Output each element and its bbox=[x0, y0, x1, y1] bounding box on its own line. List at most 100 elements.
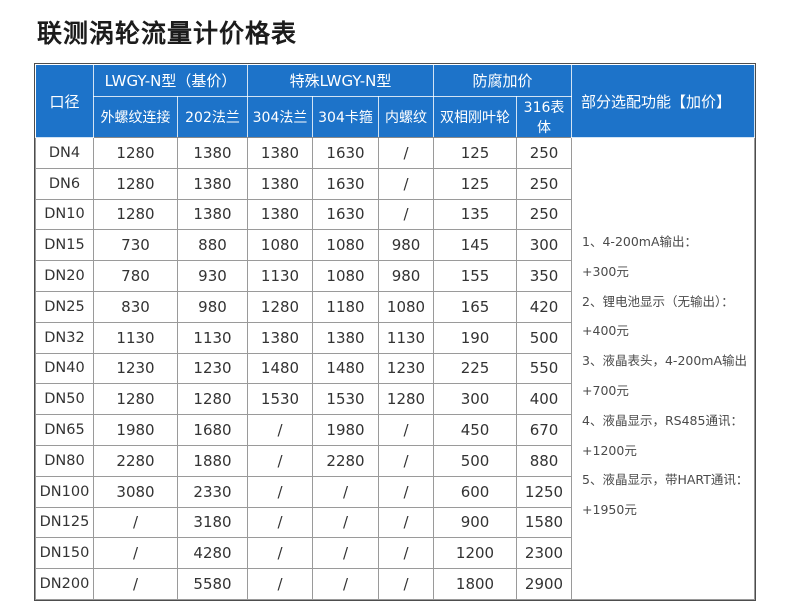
price-cell: / bbox=[247, 568, 313, 600]
table-row: DN20 780 930 1130 1080 980 155 350 bbox=[35, 260, 755, 292]
price-cell: 300 bbox=[516, 229, 573, 262]
col-header-202-flange: 202法兰 bbox=[177, 96, 248, 138]
price-cell: / bbox=[247, 444, 313, 477]
row-diameter: DN6 bbox=[35, 167, 94, 200]
price-cell: / bbox=[377, 414, 435, 446]
price-cell: / bbox=[377, 537, 435, 570]
col-header-options: 部分选配功能【加价】 bbox=[571, 64, 756, 138]
price-cell: 125 bbox=[433, 137, 518, 169]
page-title: 联测涡轮流量计价格表 bbox=[37, 19, 298, 48]
col-header-duplex-rotor: 双相刚叶轮 bbox=[433, 96, 518, 138]
note-line: 4、液晶显示，RS485通讯： bbox=[582, 412, 743, 428]
price-cell: 1200 bbox=[433, 537, 518, 570]
row-diameter: DN200 bbox=[35, 568, 94, 600]
price-cell: 500 bbox=[433, 444, 518, 477]
price-cell: / bbox=[247, 414, 313, 446]
table-row: DN200 / 5580 / / / 1800 2900 bbox=[35, 568, 755, 600]
col-group-anticorrosion: 防腐加价 bbox=[433, 64, 573, 97]
price-cell: 250 bbox=[516, 167, 573, 200]
note-line: +1200元 bbox=[582, 442, 637, 458]
note-line: 1、4-200mA输出： bbox=[582, 234, 698, 249]
price-cell: / bbox=[377, 198, 435, 231]
note-line: +700元 bbox=[582, 382, 629, 398]
row-diameter: DN10 bbox=[35, 198, 94, 231]
price-cell: 1380 bbox=[177, 167, 248, 200]
price-cell: 1130 bbox=[247, 260, 313, 292]
price-cell: / bbox=[312, 537, 379, 570]
price-cell: 1680 bbox=[177, 414, 248, 446]
price-cell: 135 bbox=[433, 198, 518, 231]
price-cell: 1630 bbox=[312, 137, 379, 169]
price-cell: 1180 bbox=[312, 290, 379, 323]
price-cell: / bbox=[377, 167, 435, 200]
price-cell: 600 bbox=[433, 475, 518, 508]
row-diameter: DN65 bbox=[35, 414, 94, 446]
price-cell: / bbox=[93, 506, 178, 539]
price-cell: 1980 bbox=[312, 414, 379, 446]
price-cell: 1530 bbox=[312, 383, 379, 416]
price-cell: / bbox=[312, 506, 379, 539]
price-cell: 350 bbox=[516, 260, 573, 292]
col-header-internal-thread: 内螺纹 bbox=[377, 96, 435, 138]
price-cell: 1380 bbox=[177, 198, 248, 231]
price-cell: 1280 bbox=[247, 290, 313, 323]
price-cell: 1280 bbox=[93, 137, 178, 169]
price-cell: / bbox=[377, 568, 435, 600]
row-diameter: DN40 bbox=[35, 352, 94, 385]
price-cell: 2300 bbox=[516, 537, 573, 570]
price-cell: / bbox=[377, 475, 435, 508]
row-diameter: DN100 bbox=[35, 475, 94, 508]
row-diameter: DN4 bbox=[35, 137, 94, 169]
col-header-316-body: 316表体 bbox=[516, 96, 573, 138]
price-cell: 670 bbox=[516, 414, 573, 446]
price-cell: / bbox=[247, 506, 313, 539]
table-row: DN80 2280 1880 / 2280 / 500 880 bbox=[35, 444, 755, 477]
price-cell: 1280 bbox=[377, 383, 435, 416]
price-cell: 1380 bbox=[247, 321, 313, 354]
price-cell: / bbox=[377, 137, 435, 169]
price-cell: 1130 bbox=[93, 321, 178, 354]
col-header-external-thread: 外螺纹连接 bbox=[93, 96, 178, 138]
price-cell: / bbox=[93, 568, 178, 600]
price-cell: 1480 bbox=[247, 352, 313, 385]
price-table: 口径 LWGY-N型（基价） 特殊LWGY-N型 防腐加价 部分选配功能【加价】… bbox=[35, 64, 756, 600]
price-cell: 1800 bbox=[433, 568, 518, 600]
price-cell: 1080 bbox=[247, 229, 313, 262]
price-cell: 550 bbox=[516, 352, 573, 385]
price-cell: 980 bbox=[177, 290, 248, 323]
price-cell: 880 bbox=[516, 444, 573, 477]
row-diameter: DN25 bbox=[35, 290, 94, 323]
row-diameter: DN20 bbox=[35, 260, 94, 292]
price-cell: / bbox=[93, 537, 178, 570]
price-cell: 3180 bbox=[177, 506, 248, 539]
price-cell: 980 bbox=[377, 229, 435, 262]
price-cell: 1380 bbox=[177, 137, 248, 169]
table-row: DN150 / 4280 / / / 1200 2300 bbox=[35, 537, 755, 570]
price-cell: 1530 bbox=[247, 383, 313, 416]
price-cell: 880 bbox=[177, 229, 248, 262]
note-line: 3、液晶表头，4-200mA输出 bbox=[582, 353, 748, 369]
row-diameter: DN80 bbox=[35, 444, 94, 477]
price-cell: 400 bbox=[516, 383, 573, 416]
price-cell: 190 bbox=[433, 321, 518, 354]
note-line: 5、液晶显示，带HART通讯： bbox=[582, 472, 749, 488]
price-cell: 155 bbox=[433, 260, 518, 292]
price-cell: 450 bbox=[433, 414, 518, 446]
price-cell: 930 bbox=[177, 260, 248, 292]
table-row: DN125 / 3180 / / / 900 1580 bbox=[35, 506, 755, 539]
price-cell: 2900 bbox=[516, 568, 573, 600]
price-cell: 420 bbox=[516, 290, 573, 323]
price-cell: 1230 bbox=[93, 352, 178, 385]
price-cell: 2280 bbox=[312, 444, 379, 477]
row-diameter: DN50 bbox=[35, 383, 94, 416]
price-cell: 980 bbox=[377, 260, 435, 292]
col-header-304-clamp: 304卡箍 bbox=[312, 96, 379, 138]
table-row: DN10 1280 1380 1380 1630 / 135 250 bbox=[35, 198, 755, 231]
header-row-subcolumns: 外螺纹连接 202法兰 304法兰 304卡箍 内螺纹 双相刚叶轮 316表体 bbox=[36, 96, 755, 138]
price-cell: 1630 bbox=[312, 167, 379, 200]
price-cell: 1880 bbox=[177, 444, 248, 477]
price-cell: 1130 bbox=[377, 321, 435, 354]
price-cell: 1250 bbox=[516, 475, 573, 508]
price-cell: 1080 bbox=[312, 229, 379, 262]
